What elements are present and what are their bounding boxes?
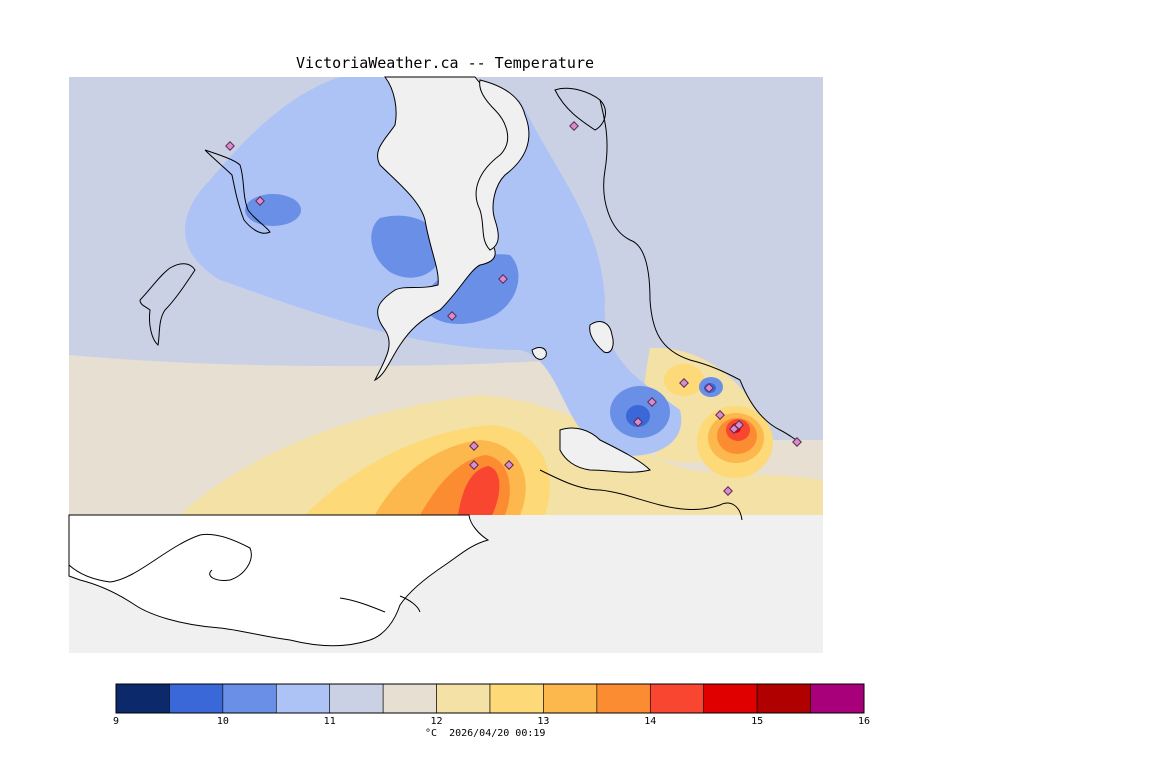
colorbar-tick-label: 16	[854, 716, 874, 727]
temperature-map	[0, 0, 1152, 768]
colorbar-bin	[543, 684, 596, 713]
colorbar-bin	[116, 684, 169, 713]
colorbar-bin	[757, 684, 810, 713]
colorbar-bin	[383, 684, 436, 713]
colorbar-bin	[811, 684, 864, 713]
colorbar-bin	[169, 684, 222, 713]
colorbar-caption: °C 2026/04/20 00:19	[425, 728, 545, 739]
colorbar-bin	[276, 684, 329, 713]
colorbar-bin	[330, 684, 383, 713]
colorbar-bin	[597, 684, 650, 713]
colorbar-tick-label: 9	[106, 716, 126, 727]
contour-10-10.5-a	[245, 194, 301, 226]
colorbar-bin	[490, 684, 543, 713]
colorbar-bin	[650, 684, 703, 713]
colorbar-bin	[223, 684, 276, 713]
colorbar-tick-label: 14	[640, 716, 660, 727]
colorbar-bin	[704, 684, 757, 713]
colorbar-bin	[437, 684, 490, 713]
colorbar-tick-label: 15	[747, 716, 767, 727]
colorbar-tick-label: 13	[533, 716, 553, 727]
colorbar-tick-label: 12	[427, 716, 447, 727]
colorbar-tick-label: 11	[320, 716, 340, 727]
colorbar-tick-label: 10	[213, 716, 233, 727]
colorbar	[116, 684, 864, 713]
